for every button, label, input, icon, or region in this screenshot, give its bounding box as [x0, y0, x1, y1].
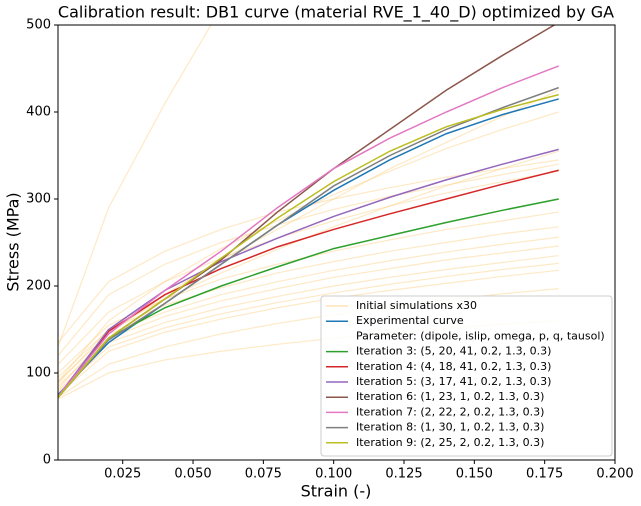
initial-curve [58, 269, 559, 396]
initial-curve [58, 226, 559, 378]
y-tick-label: 400 [26, 105, 51, 120]
x-tick-label: 0.200 [596, 467, 633, 482]
legend-label: Iteration 4: (4, 18, 41, 0.2, 1.3, 0.3) [356, 360, 551, 373]
x-tick-label: 0.100 [315, 467, 352, 482]
initial-curve [58, 245, 559, 387]
series-line [58, 93, 559, 398]
legend-label: Experimental curve [356, 314, 464, 327]
x-tick-label: 0.025 [104, 467, 141, 482]
x-tick-label: 0.125 [385, 467, 422, 482]
legend-label: Parameter: (dipole, islip, omega, p, q, … [356, 329, 605, 342]
initial-curve [58, 170, 559, 365]
initial-curve [58, 163, 559, 356]
initial-curve [58, 254, 559, 391]
y-tick-label: 500 [26, 18, 51, 33]
series-line [58, 65, 560, 397]
legend-label: Iteration 7: (2, 22, 2, 0.2, 1.3, 0.3) [356, 405, 544, 418]
legend-label: Iteration 6: (1, 23, 1, 0.2, 1.3, 0.3) [356, 390, 544, 403]
series-line [58, 148, 559, 397]
x-tick-label: 0.150 [456, 467, 493, 482]
legend-label: Iteration 5: (3, 17, 41, 0.2, 1.3, 0.3) [356, 375, 551, 388]
y-tick-label: 100 [26, 366, 51, 381]
legend-label: Iteration 3: (5, 20, 41, 0.2, 1.3, 0.3) [356, 345, 551, 358]
y-tick-label: 0 [43, 453, 51, 468]
x-axis-label: Strain (-) [301, 482, 372, 501]
chart-title: Calibration result: DB1 curve (material … [58, 3, 614, 23]
initial-curve [58, 89, 559, 390]
plot-frame [57, 24, 616, 461]
y-axis-label: Stress (MPa) [4, 192, 23, 291]
legend-label: Iteration 9: (2, 25, 2, 0.2, 1.3, 0.3) [356, 436, 544, 449]
y-tick-label: 300 [26, 192, 51, 207]
x-tick-label: 0.075 [245, 467, 282, 482]
initial-curve [58, 25, 212, 348]
legend-label: Iteration 8: (1, 30, 1, 0.2, 1.3, 0.3) [356, 421, 544, 434]
initial-curve [58, 262, 559, 393]
x-tick-label: 0.050 [174, 467, 211, 482]
x-tick-label: 0.175 [526, 467, 563, 482]
legend-box [320, 295, 613, 457]
legend-label: Initial simulations x30 [356, 299, 477, 312]
y-tick-label: 200 [26, 279, 51, 294]
series-line [58, 198, 559, 398]
